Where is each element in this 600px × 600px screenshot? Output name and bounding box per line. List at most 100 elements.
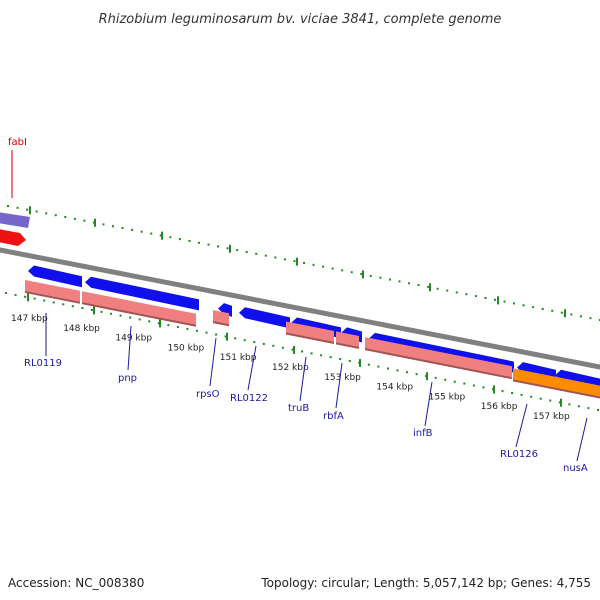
kbp-label: 147 kbp [11, 314, 48, 324]
upper-tick-dot [26, 208, 29, 211]
gene-label-leader [127, 325, 132, 371]
tick-rows [5, 205, 600, 411]
lower-tick-dot [129, 316, 132, 319]
lower-tick-dot [281, 346, 284, 349]
lower-tick-dot [453, 380, 456, 383]
genome-summary: Topology: circular; Length: 5,057,142 bp… [260, 576, 591, 590]
lower-tick-dot [386, 367, 389, 370]
lower-tick-dot [291, 348, 294, 351]
upper-tick-dot [312, 263, 315, 266]
gene-label: rpsO [196, 389, 220, 400]
upper-tick-dot [283, 258, 286, 261]
lower-tick-dot [186, 327, 189, 330]
gene-label: rbfA [323, 411, 344, 422]
lower-tick-dot [243, 339, 246, 342]
lower-tick-dot [5, 292, 7, 294]
gene-label: RL0119 [24, 358, 62, 369]
lower-tick-dot [14, 293, 17, 296]
kbp-label: 154 kbp [376, 383, 413, 393]
upper-tick-dot [484, 296, 487, 299]
lower-tick-dot [597, 409, 599, 411]
lower-tick-dot [406, 371, 409, 374]
upper-tick-dot [35, 210, 38, 213]
gene-box-rpsO [213, 310, 229, 326]
upper-tick-dot [427, 285, 430, 288]
upper-tick-dot [121, 227, 124, 230]
gene-label: truB [288, 403, 309, 414]
lower-tick-dot [62, 303, 65, 306]
upper-tick-dot [16, 206, 19, 209]
lower-tick-dot [43, 299, 46, 302]
gene-box-truB [286, 321, 334, 344]
lower-tick-dot [434, 376, 437, 379]
upper-tick-dot [322, 265, 325, 268]
gene-label-leader [335, 362, 343, 409]
lower-tick-dot [148, 320, 151, 323]
gene-label-leader [209, 337, 217, 387]
lower-tick-dot [215, 333, 218, 336]
upper-tick-dot [140, 230, 143, 233]
upper-tick-dot [398, 280, 401, 283]
gene-box-infB [365, 337, 512, 379]
gene-box-RL0119 [25, 279, 80, 303]
lower-tick-dot [24, 295, 27, 298]
upper-tick-dot [379, 276, 382, 279]
lower-tick-dot [224, 335, 227, 338]
lower-tick-dot [100, 310, 103, 313]
lower-tick-dot [301, 350, 303, 353]
upper-tick-dot [226, 247, 229, 250]
gene-label: RL0122 [230, 393, 268, 404]
upper-tick-dot [532, 306, 535, 309]
upper-tick-dot [131, 228, 134, 231]
kbp-label: 149 kbp [115, 334, 152, 344]
upper-tick-dot [207, 243, 210, 246]
gene-label-leader [424, 381, 433, 427]
kbp-label: 157 kbp [533, 412, 570, 422]
upper-tick-dot [54, 214, 57, 217]
lower-tick-dot [90, 308, 93, 311]
upper-tick-dot [159, 234, 162, 237]
cds-arrow-pnp [85, 276, 199, 311]
gene-box-rbfA-edge [335, 342, 360, 349]
upper-tick-dot [570, 313, 573, 316]
lower-tick-dot [396, 369, 399, 372]
gene-label: RL0126 [500, 449, 538, 460]
lower-tick-dot [377, 365, 380, 368]
lower-tick-dot [205, 331, 208, 334]
lower-tick-dot [482, 386, 485, 389]
kbp-label: 156 kbp [481, 402, 518, 412]
lower-tick-dot [530, 395, 533, 398]
lower-tick-dot [176, 325, 179, 328]
upper-tick-dot [360, 273, 363, 276]
upper-tick-dot [408, 282, 411, 285]
upper-tick-dot [474, 295, 477, 298]
lower-tick-dot [415, 373, 418, 376]
gene-label: pnp [118, 373, 137, 384]
upper-tick-dot [551, 309, 554, 312]
lower-tick-dot [587, 407, 590, 410]
upper-tick-dot [45, 212, 48, 215]
upper-tick-dot [274, 256, 277, 259]
lower-tick-dot [367, 363, 370, 366]
backbone [0, 247, 600, 370]
upper-tick-dot [92, 221, 95, 224]
gene-arrows [24, 265, 600, 399]
upper-tick-dot [169, 236, 172, 239]
upper-tick-dot [197, 241, 200, 244]
lower-tick-dot [511, 392, 514, 395]
lower-tick-dot [310, 352, 313, 355]
kbp-label: 153 kbp [324, 373, 361, 383]
lower-tick-dot [195, 329, 198, 332]
upper-tick-dot [331, 267, 334, 270]
lower-tick-dot [157, 322, 160, 325]
lower-tick-dot [138, 318, 141, 321]
lower-tick-dot [558, 401, 561, 404]
upper-tick-dot [293, 260, 296, 263]
upper-tick-dot [83, 219, 86, 222]
upper-tick-dot [236, 249, 239, 252]
gene-box-rpsO-edge [212, 321, 230, 327]
upper-tick-dot [465, 293, 468, 296]
upper-tick-dot [217, 245, 220, 248]
lower-tick-dot [472, 384, 475, 387]
upper-tick-dot [350, 271, 353, 274]
